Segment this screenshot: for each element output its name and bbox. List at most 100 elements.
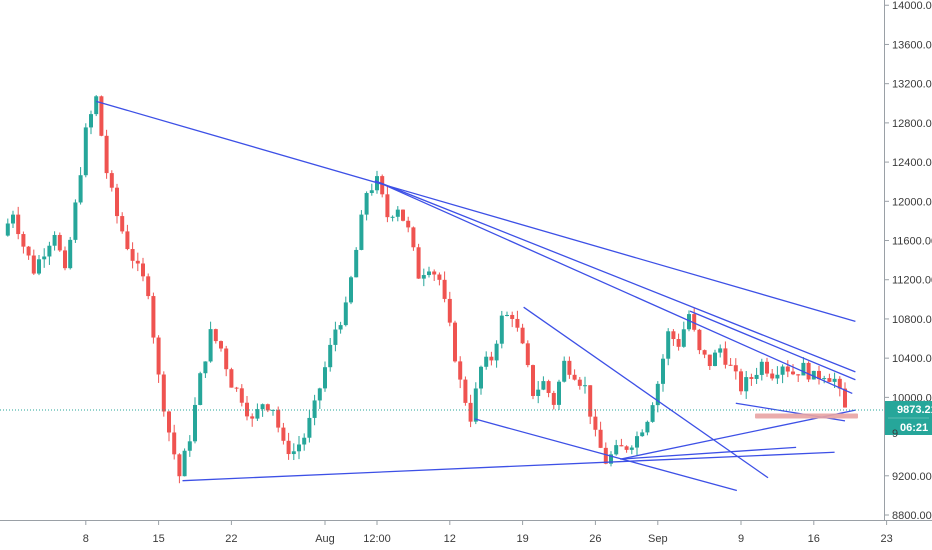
candle-body	[427, 271, 431, 276]
candle-body	[265, 404, 270, 411]
candle-body	[676, 339, 681, 347]
candle-body	[151, 296, 156, 338]
candle-body	[801, 362, 806, 376]
x-tick-label: 19	[516, 533, 528, 545]
candle-body	[811, 370, 816, 380]
candle-body	[338, 325, 343, 330]
candle-body	[479, 366, 483, 389]
candle-body	[395, 209, 400, 217]
candle-body	[120, 216, 125, 232]
candle-body	[359, 214, 364, 250]
candle-body	[135, 260, 140, 264]
candle-body	[109, 173, 114, 188]
candle-body	[484, 356, 489, 367]
y-tick-label: 10400.00	[892, 353, 932, 365]
candle-body	[702, 350, 707, 355]
candle-body	[99, 96, 104, 136]
candle-body	[442, 279, 447, 299]
y-tick-label: 12400.00	[892, 157, 932, 169]
x-tick-label: 22	[225, 533, 237, 545]
candle-body	[234, 387, 239, 389]
candle-body	[343, 302, 348, 326]
candle-body	[645, 421, 650, 433]
candle-body	[193, 404, 197, 442]
candle-body	[130, 249, 135, 261]
candle-body	[629, 447, 634, 450]
current-price-countdown: 06:21	[900, 422, 928, 434]
trendline[interactable]	[689, 310, 856, 381]
candle-body	[146, 276, 151, 297]
candle-body	[796, 374, 801, 376]
y-tick-label: 8800.00	[892, 510, 932, 522]
x-axis[interactable]: 8 15 22 Aug 12:00 12 19 26 Sep 9 16 23	[83, 520, 893, 545]
candle-body	[817, 370, 821, 380]
trendline[interactable]	[374, 180, 856, 373]
x-tick-label: 8	[83, 533, 89, 545]
current-price-value: 9873.21	[897, 404, 932, 416]
horizontal-marker[interactable]	[755, 413, 858, 419]
candle-body	[765, 361, 769, 374]
trendline[interactable]	[374, 180, 853, 395]
candle-body	[276, 409, 281, 428]
trendline[interactable]	[96, 100, 856, 323]
candle-body	[78, 175, 83, 203]
candle-body	[5, 223, 10, 236]
candle-body	[687, 314, 691, 330]
y-tick-label: 12000.00	[892, 196, 932, 208]
candle-body	[624, 446, 629, 450]
candle-body	[323, 367, 327, 389]
x-tick-label: Aug	[315, 533, 335, 545]
candle-body	[588, 385, 593, 417]
candle-body	[208, 329, 213, 362]
candle-body	[531, 365, 535, 396]
trendline[interactable]	[474, 418, 738, 492]
candle-body	[42, 256, 47, 260]
candle-body	[156, 337, 161, 375]
current-price-tag: 9873.21 06:21	[885, 401, 932, 435]
candle-body	[843, 388, 847, 408]
candle-body	[551, 392, 556, 405]
candle-body	[780, 366, 785, 375]
candle-body	[791, 371, 795, 375]
candle-body	[141, 263, 145, 277]
candle-body	[312, 400, 317, 418]
candle-body	[286, 440, 291, 455]
candle-body	[723, 348, 728, 365]
candle-body	[203, 361, 208, 374]
candle-body	[317, 388, 322, 401]
candle-body	[546, 381, 551, 393]
candle-body	[187, 441, 192, 451]
trendline[interactable]	[523, 306, 769, 479]
candle-body	[37, 259, 41, 274]
candle-body	[525, 343, 530, 366]
candle-body	[26, 246, 31, 256]
y-tick-label: 14000.00	[892, 0, 932, 12]
candle-body	[219, 341, 223, 349]
candle-body	[489, 356, 494, 361]
candle-body	[255, 409, 260, 419]
candle-body	[432, 271, 437, 275]
candle-body	[73, 202, 78, 240]
candle-body	[11, 214, 15, 224]
y-axis[interactable]: 14000.00 13600.00 13200.00 12800.00 12400.00…	[884, 0, 932, 522]
candle-body	[260, 404, 265, 410]
candle-body	[609, 454, 613, 464]
candle-body	[364, 193, 369, 215]
candle-body	[115, 187, 119, 217]
candle-body	[437, 274, 442, 280]
candle-body	[593, 416, 598, 430]
trendline[interactable]	[182, 451, 835, 482]
candle-body	[239, 388, 244, 403]
candle-body	[671, 331, 676, 340]
candle-body	[832, 378, 837, 382]
candle-layer	[5, 95, 847, 484]
y-tick-label: 13600.00	[892, 39, 932, 51]
candle-body	[390, 216, 395, 218]
candle-body	[63, 250, 67, 269]
candle-body	[421, 275, 426, 279]
candle-body	[583, 385, 587, 387]
trendline[interactable]	[620, 446, 797, 460]
candle-body	[213, 329, 218, 342]
